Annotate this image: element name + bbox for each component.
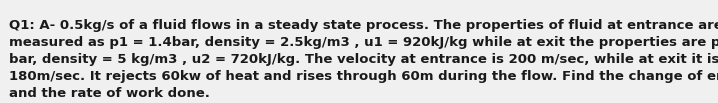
Text: bar, density = 5 kg/m3 , u2 = 720kJ/kg. The velocity at entrance is 200 m/sec, w: bar, density = 5 kg/m3 , u2 = 720kJ/kg. … [9,53,718,66]
Text: Q1: A- 0.5kg/s of a fluid flows in a steady state process. The properties of flu: Q1: A- 0.5kg/s of a fluid flows in a ste… [9,19,718,32]
Text: measured as p1 = 1.4bar, density = 2.5kg/m3 , u1 = 920kJ/kg while at exit the pr: measured as p1 = 1.4bar, density = 2.5kg… [9,36,718,49]
Text: 180m/sec. It rejects 60kw of heat and rises through 60m during the flow. Find th: 180m/sec. It rejects 60kw of heat and ri… [9,70,718,83]
Text: and the rate of work done.: and the rate of work done. [9,87,210,99]
